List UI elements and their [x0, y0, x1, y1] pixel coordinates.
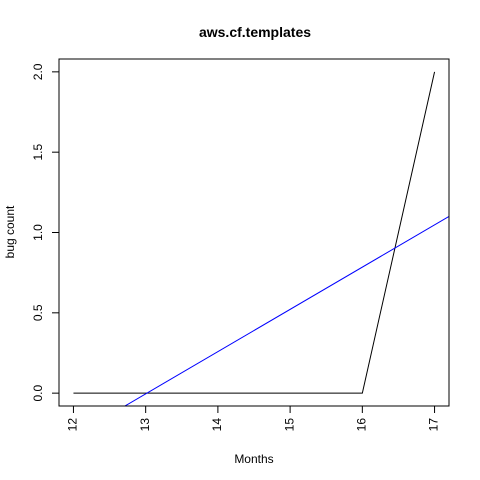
x-tick-label: 17 — [427, 418, 441, 432]
y-tick-label: 0.0 — [31, 384, 45, 401]
series-line-2 — [123, 216, 449, 406]
x-tick-label: 15 — [282, 418, 296, 432]
series-layer — [73, 71, 449, 406]
y-axis: 0.0 0.5 1.0 1.5 2.0 — [31, 63, 60, 401]
series-line-1 — [73, 71, 436, 394]
chart-title: aws.cf.templates — [199, 24, 311, 40]
x-tick-label: 16 — [355, 418, 369, 432]
y-axis-label: bug count — [3, 205, 17, 258]
x-axis-label: Months — [234, 452, 273, 466]
x-tick-label: 14 — [210, 418, 224, 432]
y-tick-label: 1.0 — [31, 224, 45, 241]
y-tick-label: 1.5 — [31, 144, 45, 161]
y-tick-label: 0.5 — [31, 304, 45, 321]
y-tick-label: 2.0 — [31, 63, 45, 80]
x-axis: 12 13 14 15 16 17 — [66, 405, 441, 432]
x-tick-label: 13 — [138, 418, 152, 432]
x-tick-label: 12 — [66, 418, 80, 432]
